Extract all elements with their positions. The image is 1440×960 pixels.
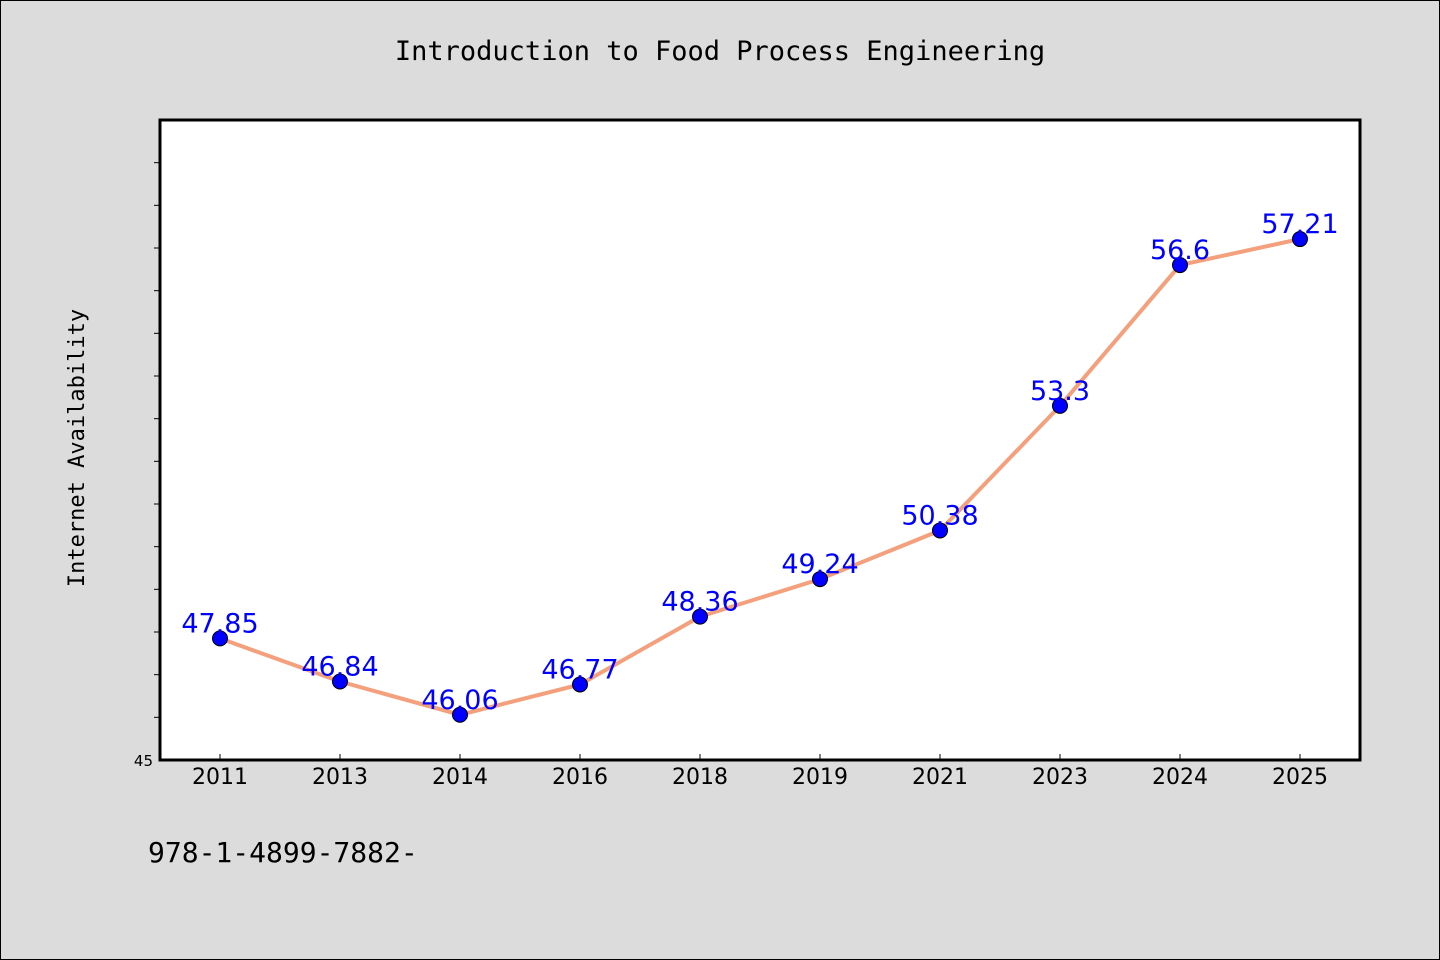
x-tick-label: 2011 bbox=[192, 765, 248, 790]
x-tick-label: 2025 bbox=[1272, 765, 1328, 790]
data-label: 50.38 bbox=[901, 500, 978, 531]
x-tick-label: 2023 bbox=[1032, 765, 1088, 790]
data-label: 48.36 bbox=[661, 587, 738, 618]
data-point bbox=[1172, 257, 1188, 274]
data-label: 56.6 bbox=[1150, 235, 1210, 266]
data-label: 53.3 bbox=[1030, 376, 1090, 407]
data-label: 49.24 bbox=[781, 549, 858, 580]
data-point bbox=[212, 630, 228, 647]
x-tick-label: 2019 bbox=[792, 765, 848, 790]
data-point bbox=[572, 676, 588, 693]
x-axis: 2011 2013 2014 2016 2018 2019 2021 2023 2024 2025 bbox=[192, 754, 1328, 790]
data-point bbox=[812, 571, 828, 588]
data-label: 46.77 bbox=[541, 654, 618, 685]
y-axis-label: Internet Availability bbox=[65, 309, 90, 587]
data-point bbox=[452, 706, 468, 723]
y-tick-label: 45 bbox=[134, 752, 153, 770]
data-point bbox=[332, 673, 348, 690]
x-tick-label: 2018 bbox=[672, 765, 728, 790]
footnote-isbn: 978-1-4899-7882- bbox=[148, 836, 418, 869]
data-point bbox=[1292, 231, 1308, 248]
data-point bbox=[1052, 397, 1068, 414]
data-label: 46.84 bbox=[301, 651, 378, 682]
x-tick-label: 2024 bbox=[1152, 765, 1208, 790]
data-point bbox=[692, 608, 708, 625]
data-label: 57.21 bbox=[1261, 209, 1338, 240]
x-tick-label: 2016 bbox=[552, 765, 608, 790]
data-point bbox=[932, 522, 948, 539]
plot-area bbox=[158, 118, 1362, 762]
data-label: 46.06 bbox=[421, 685, 498, 716]
x-tick-label: 2013 bbox=[312, 765, 368, 790]
series-line bbox=[218, 237, 1302, 717]
data-points bbox=[212, 231, 1308, 723]
data-label: 47.85 bbox=[181, 608, 258, 639]
data-labels: 47.85 46.84 46.06 46.77 48.36 49.24 50.38 53.3 5… bbox=[181, 209, 1338, 716]
x-tick-label: 2014 bbox=[432, 765, 488, 790]
y-axis-ticks bbox=[154, 162, 160, 718]
x-tick-label: 2021 bbox=[912, 765, 968, 790]
chart-title: Introduction to Food Process Engineering bbox=[395, 36, 1045, 67]
